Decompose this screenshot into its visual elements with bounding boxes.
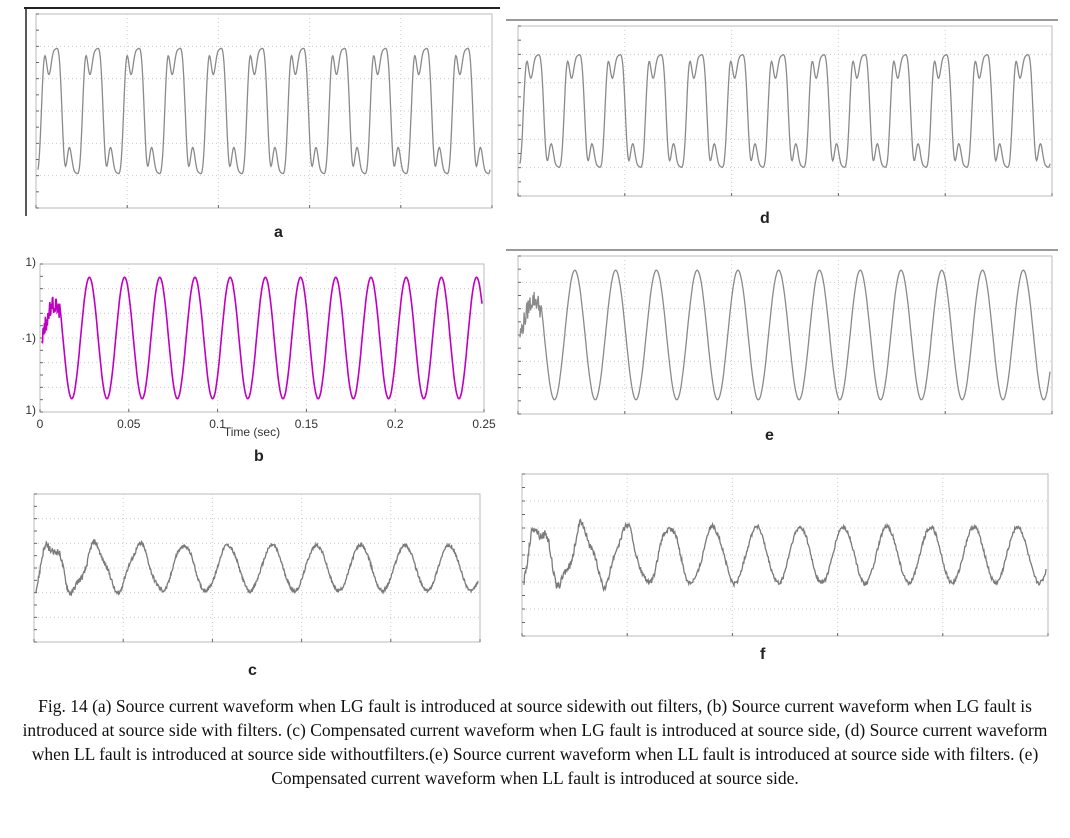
panel-d bbox=[506, 18, 1058, 208]
y-tick-label: 1) bbox=[25, 255, 36, 269]
panel-b-label: b bbox=[254, 448, 264, 465]
panel-b: 0 0.05 0.1 0.15 0.2 0.25 1) ·1) 1) Time (sec) bbox=[21, 252, 496, 452]
panel-a bbox=[24, 6, 500, 216]
chart-d bbox=[506, 19, 1058, 197]
x-tick-label: 0 bbox=[37, 417, 44, 431]
plot-frame-c bbox=[33, 493, 481, 643]
series-line-e bbox=[519, 269, 1051, 401]
panel-f-label: f bbox=[760, 646, 766, 663]
panel-e bbox=[506, 248, 1058, 426]
x-tick-label: 0.1 bbox=[209, 417, 226, 431]
chart-f bbox=[521, 473, 1049, 637]
x-tick-label: 0.15 bbox=[295, 417, 319, 431]
chart-c bbox=[33, 493, 481, 643]
y-tick-label: 1) bbox=[25, 403, 36, 417]
x-axis-label: Time (sec) bbox=[224, 425, 280, 439]
plot-frame-f bbox=[521, 473, 1049, 637]
series-line-f bbox=[523, 518, 1047, 593]
series-line-d bbox=[519, 53, 1051, 169]
panel-d-label: d bbox=[760, 210, 770, 227]
panel-f bbox=[510, 466, 1054, 648]
panel-c bbox=[26, 486, 486, 656]
y-tick-label: ·1) bbox=[21, 331, 36, 345]
x-tick-label: 0.2 bbox=[387, 417, 404, 431]
panel-c-label: c bbox=[248, 662, 257, 679]
panel-e-label: e bbox=[765, 427, 774, 444]
chart-a bbox=[24, 7, 500, 216]
series-line-c bbox=[35, 539, 479, 597]
series-line-b bbox=[41, 276, 483, 400]
chart-e bbox=[506, 249, 1058, 415]
panel-a-label: a bbox=[274, 224, 283, 241]
x-tick-label: 0.25 bbox=[472, 417, 496, 431]
figure-caption: Fig. 14 (a) Source current waveform when… bbox=[22, 696, 1048, 788]
x-tick-label: 0.05 bbox=[117, 417, 141, 431]
series-line-a bbox=[37, 47, 491, 175]
chart-b: 0 0.05 0.1 0.15 0.2 0.25 1) ·1) 1) Time (sec) bbox=[21, 255, 496, 439]
